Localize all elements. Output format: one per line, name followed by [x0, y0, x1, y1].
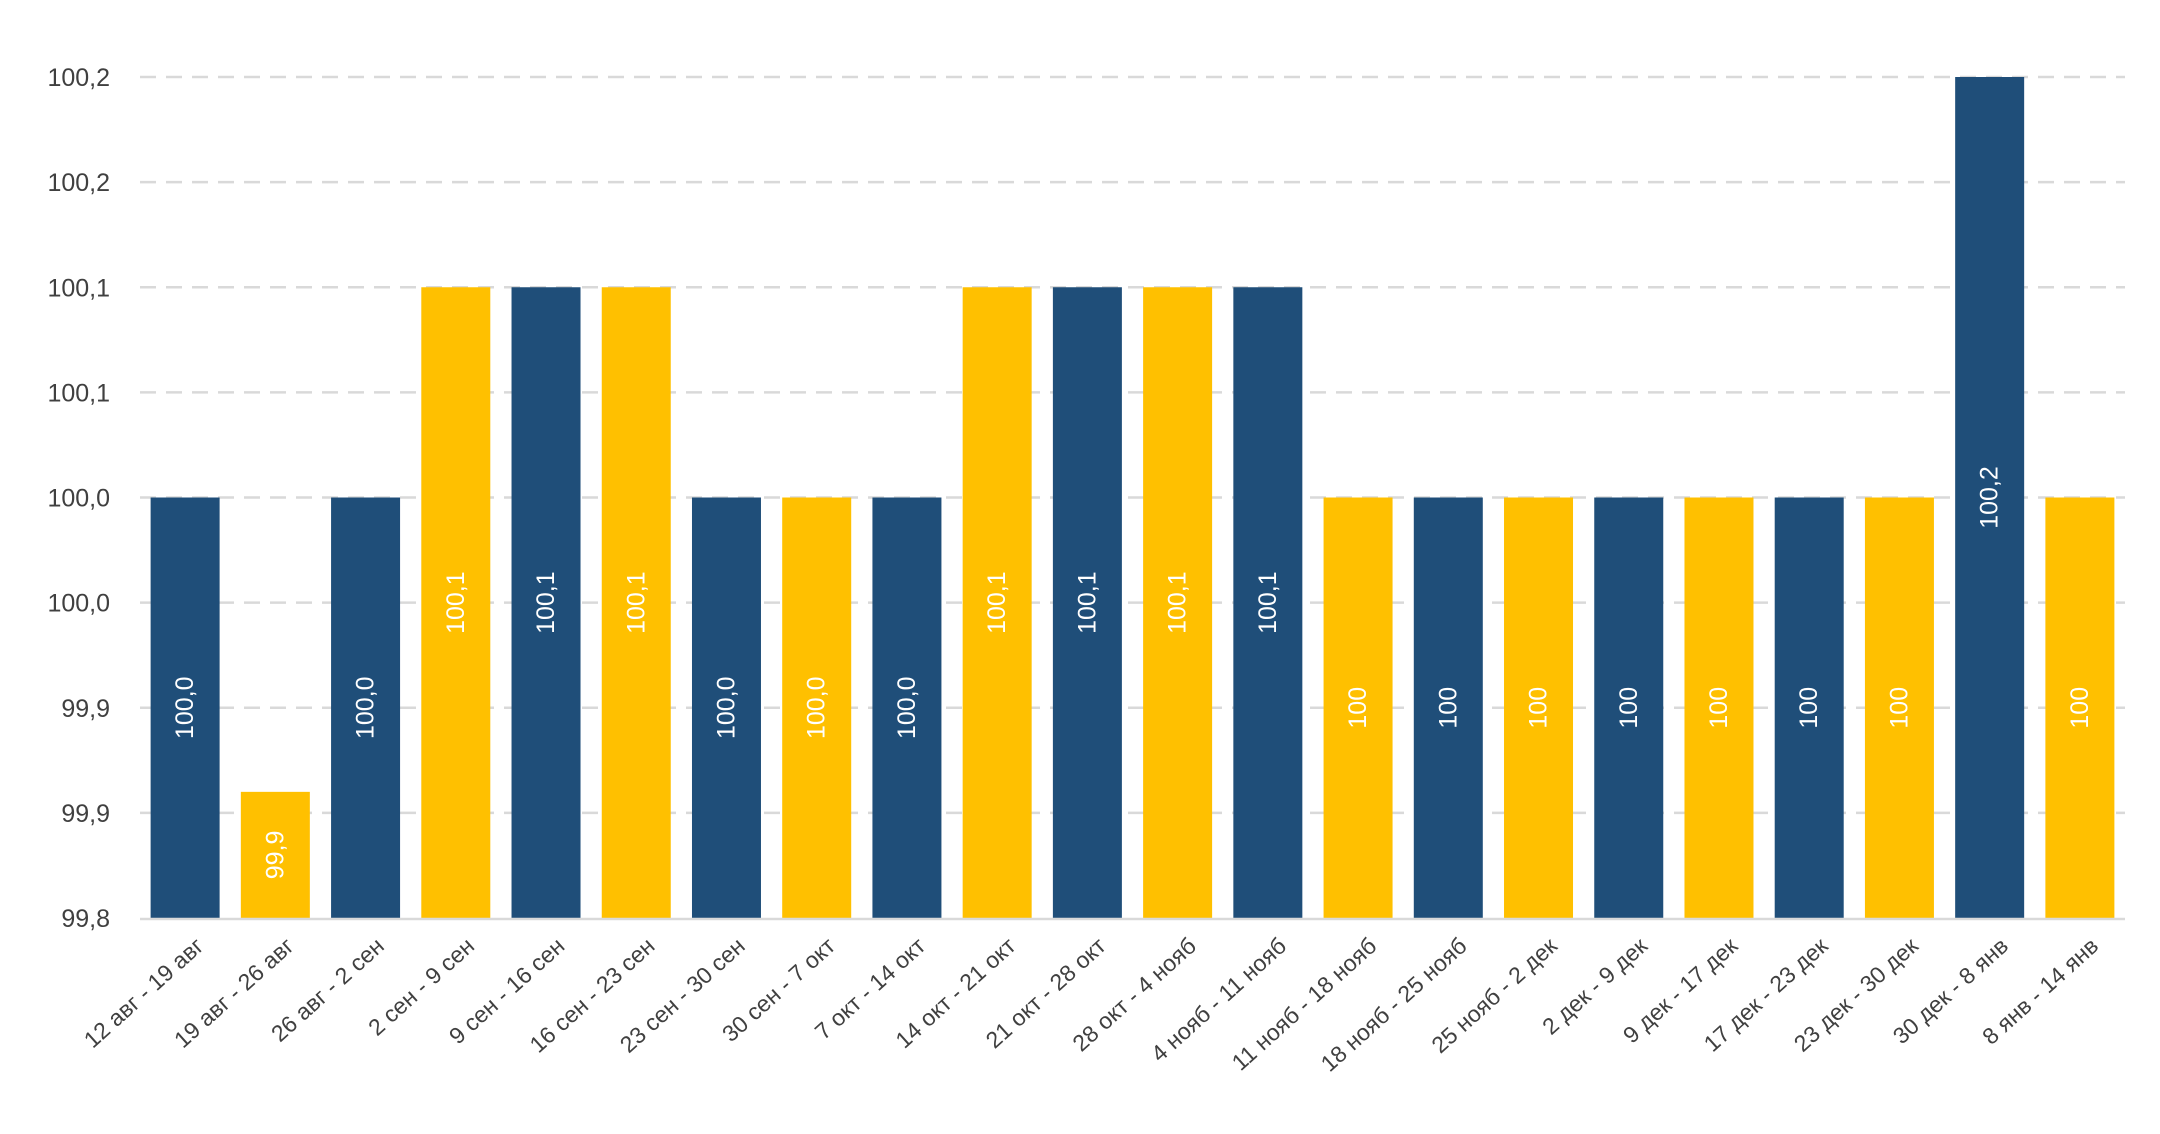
gridlines: [140, 75, 2125, 815]
data-label: 100: [1344, 687, 1372, 729]
data-label: 100: [1525, 687, 1553, 729]
y-tick-label: 100,0: [47, 485, 110, 513]
data-label: 100,0: [352, 676, 380, 739]
bar: [1143, 287, 1213, 918]
bar: [1504, 497, 1574, 918]
data-label: 100,0: [712, 676, 740, 739]
data-label: 100,1: [622, 571, 650, 634]
bar: [2045, 497, 2115, 918]
data-label: 100: [1705, 687, 1733, 729]
data-label: 100: [1885, 687, 1913, 729]
data-label: 100,0: [171, 676, 199, 739]
bar: [1864, 497, 1934, 918]
bar: [872, 497, 942, 918]
bar: [1323, 497, 1393, 918]
bar: [691, 497, 761, 918]
y-tick-label: 99,9: [61, 695, 110, 723]
bars: [150, 77, 2115, 918]
y-axis-ticks: 99,8 99,9 99,9 100,0 100,0 100,1 100,1 100,2 100…: [47, 64, 110, 933]
data-label: 100,0: [803, 676, 831, 739]
data-label: 100: [1615, 687, 1643, 729]
bar: [1413, 497, 1483, 918]
data-label: 100,0: [893, 676, 921, 739]
bar: [1594, 497, 1664, 918]
y-tick-label: 100,1: [47, 379, 110, 407]
bar: [1774, 497, 1844, 918]
data-label: 100,1: [442, 571, 470, 634]
bar: [331, 497, 401, 918]
y-tick-label: 100,0: [47, 590, 110, 618]
data-label: 100,1: [1254, 571, 1282, 634]
bar: [421, 287, 491, 918]
y-tick-label: 100,2: [47, 64, 110, 92]
bar: [240, 791, 310, 918]
bar: [1955, 77, 2025, 918]
bar: [782, 497, 852, 918]
data-label: 99,9: [261, 831, 289, 880]
y-tick-label: 100,1: [47, 274, 110, 302]
bar: [511, 287, 581, 918]
bar: [1052, 287, 1122, 918]
y-tick-label: 99,9: [61, 800, 110, 828]
data-labels: 100,0 99,9 100,0 100,1 100,1 100,1 100,0 100,0 1…: [171, 466, 2094, 879]
data-label: 100,1: [983, 571, 1011, 634]
data-label: 100,2: [1976, 466, 2004, 529]
data-label: 100,1: [1073, 571, 1101, 634]
data-label: 100,1: [1164, 571, 1192, 634]
bar: [1233, 287, 1303, 918]
data-label: 100,1: [532, 571, 560, 634]
data-label: 100: [1434, 687, 1462, 729]
data-label: 100: [2066, 687, 2094, 729]
y-tick-label: 99,8: [61, 905, 110, 933]
bar: [601, 287, 671, 918]
bar: [150, 497, 220, 918]
data-label: 100: [1795, 687, 1823, 729]
bar: [962, 287, 1032, 918]
bar: [1684, 497, 1754, 918]
y-tick-label: 100,2: [47, 169, 110, 197]
